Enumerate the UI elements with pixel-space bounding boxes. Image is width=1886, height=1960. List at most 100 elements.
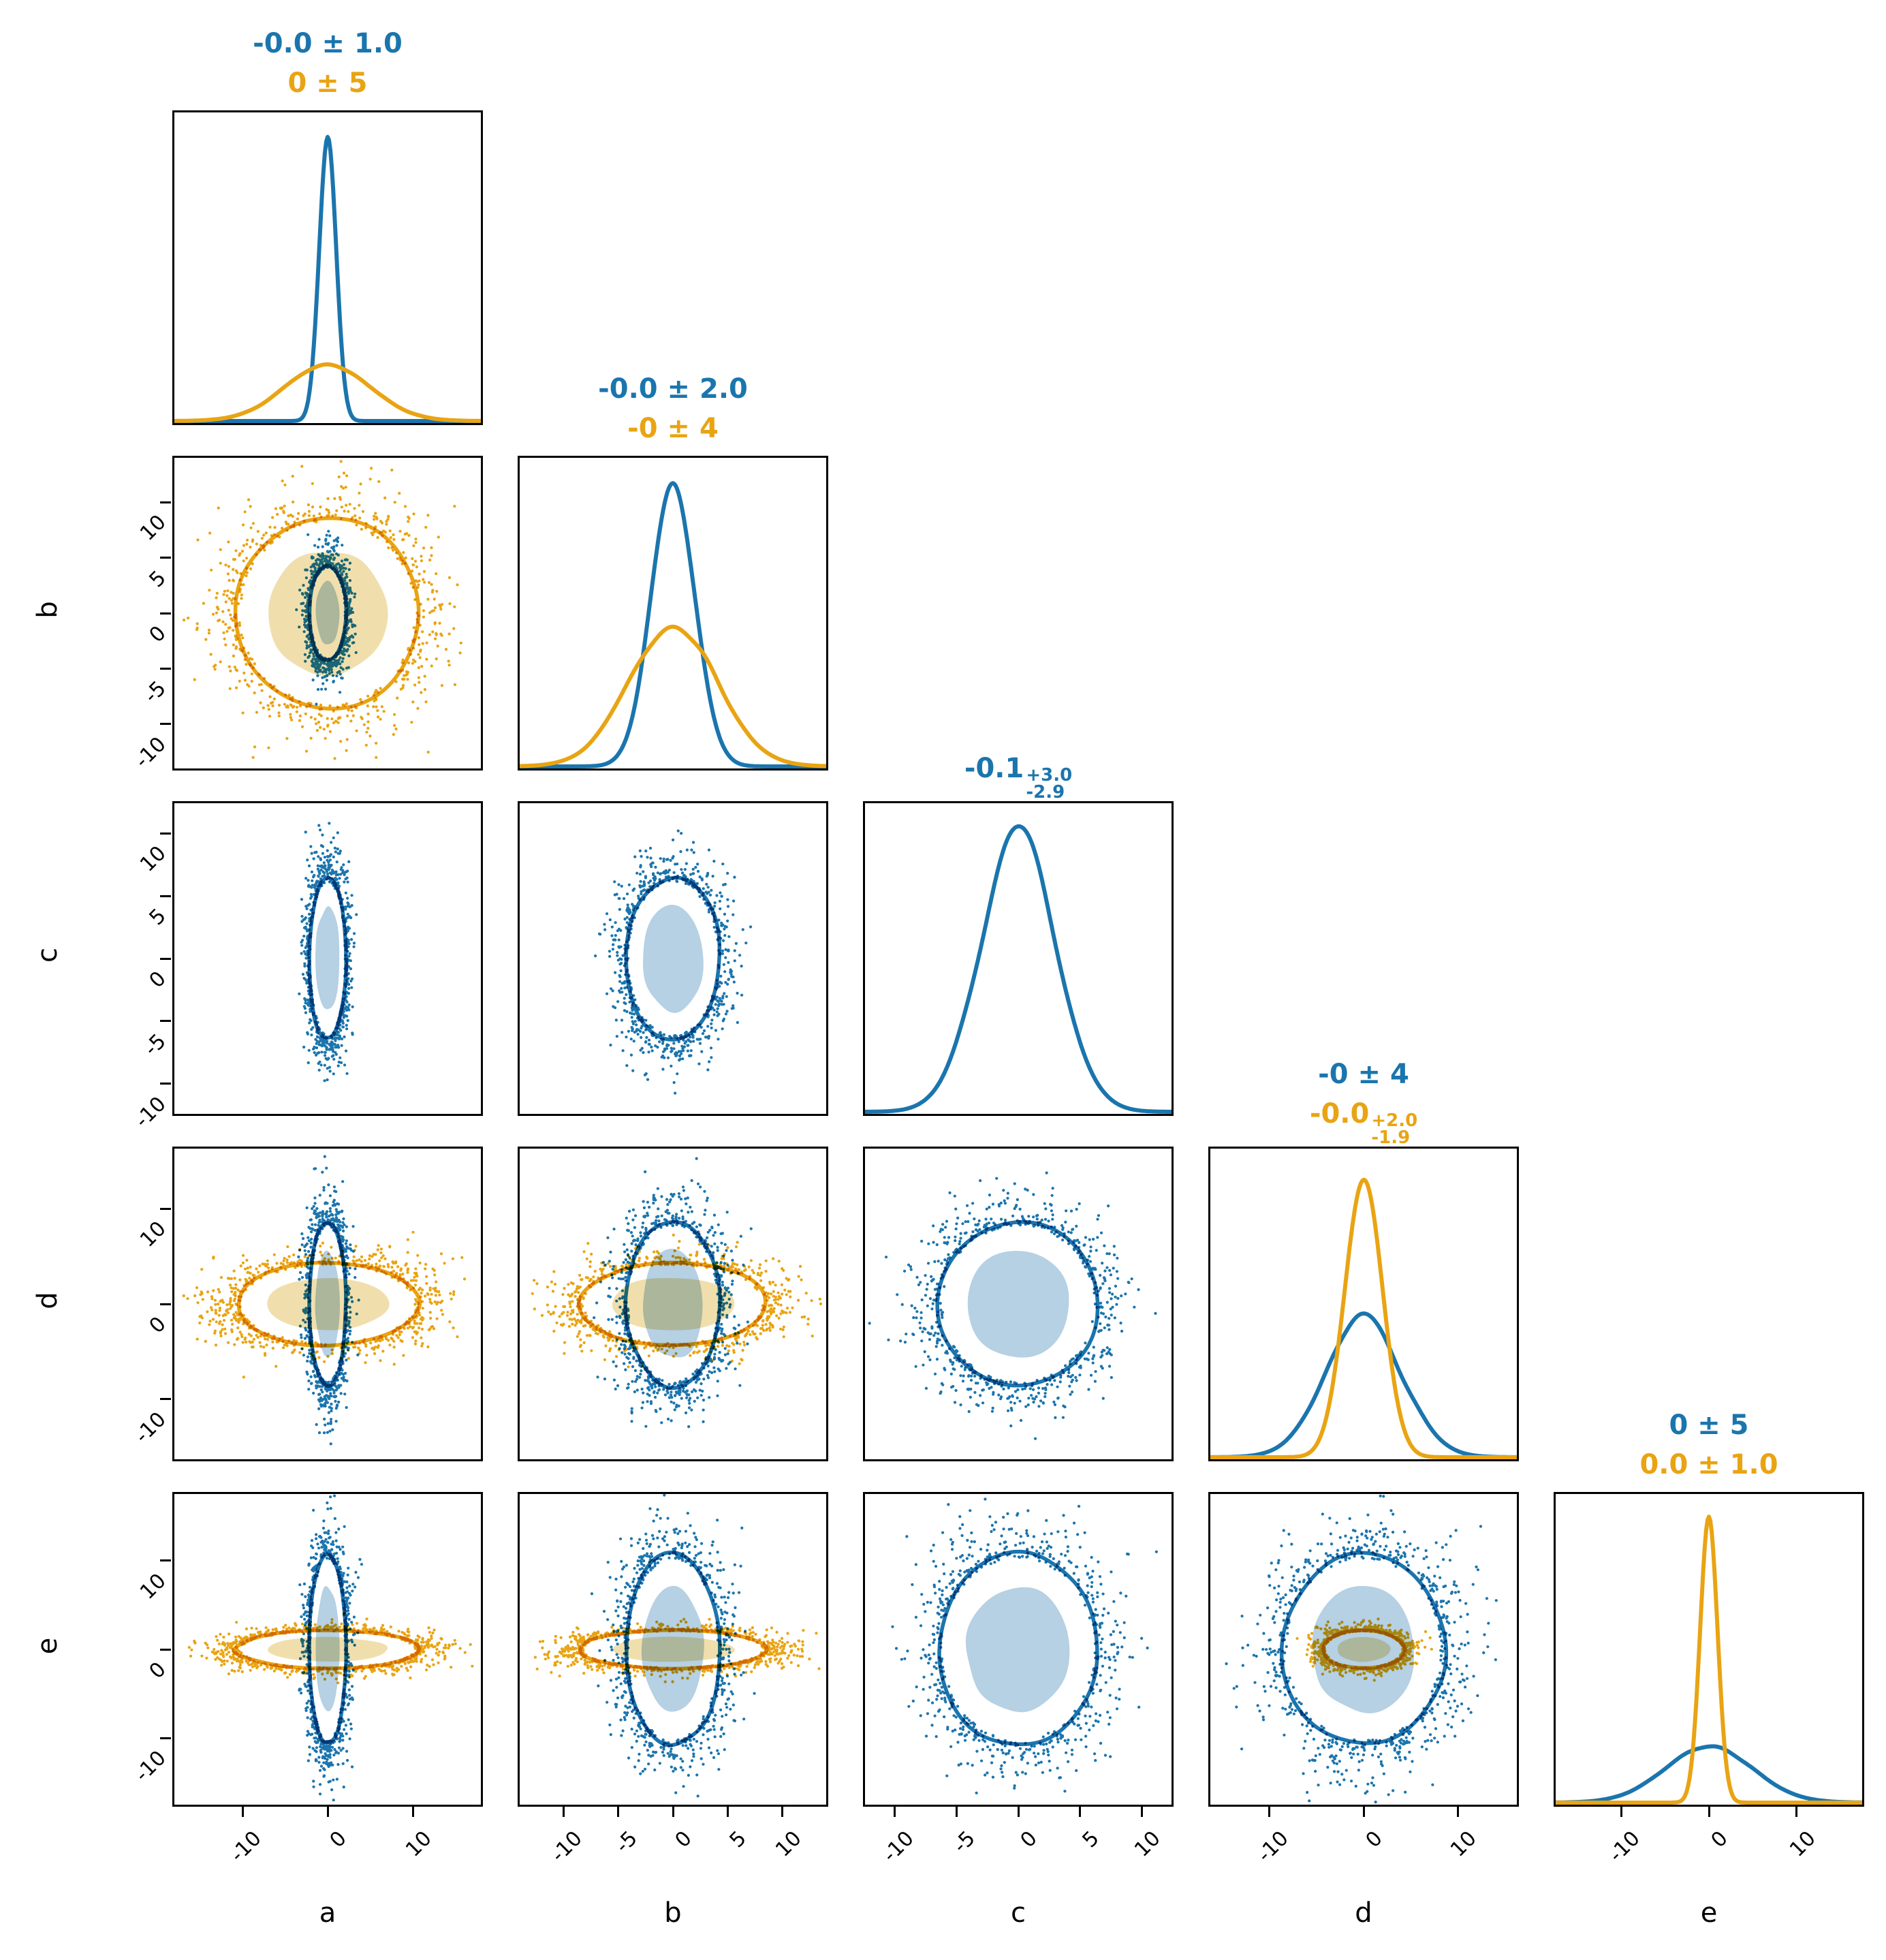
y-tick-mark-b [160,667,171,670]
panel-canvas-d-d [1210,1177,1517,1459]
scatter-points-orange [1295,1617,1433,1682]
axis-label-y-d: d [32,1292,63,1309]
contour-fill-blue [967,1251,1069,1358]
x-tick-mark-a [326,1806,329,1817]
title-main: -0.0 ± 1.0 [253,28,403,59]
y-tick-label-d: -10 [130,1407,171,1448]
x-tick-mark-d [1456,1806,1459,1817]
contour-line-blue [1279,1551,1449,1745]
x-tick-mark-e [1795,1806,1798,1817]
scatter-points-blue [1225,1494,1498,1804]
title-main: -0.0 ± 2.0 [598,373,748,405]
panel-canvas-d-b [531,1157,823,1429]
title-a-blue: -0.0 ± 1.0 [174,24,481,63]
x-tick-mark-a [241,1806,244,1817]
title-d-blue: -0 ± 4 [1210,1055,1517,1094]
panel-b-a [172,456,483,771]
y-tick-label-c: 5 [144,904,171,931]
y-tick-mark-d [160,1303,171,1305]
x-tick-mark-c [1017,1806,1020,1817]
scatter-points-orange [182,460,462,760]
x-tick-label-a: 0 [325,1826,351,1853]
density-curve-blue [1556,1744,1862,1805]
contour-fill-blue [1312,1586,1414,1713]
x-tick-label-e: -10 [1604,1826,1646,1867]
contour-fill-blue [315,580,340,644]
x-tick-label-c: -10 [877,1826,919,1867]
y-tick-mark-b [160,612,171,615]
panel-canvas-e-b [533,1494,821,1798]
panel-e-e [1554,1492,1864,1807]
panel-canvas-b-a [182,460,462,760]
y-tick-label-c: 10 [135,841,171,877]
panel-canvas-c-c [865,824,1172,1114]
title-e-orange: 0.0 ± 1.0 [1556,1445,1862,1484]
contour-fill-blue [315,1250,340,1357]
panel-canvas-b-b [520,481,826,768]
title-sub: -1.9 [1371,1127,1411,1148]
title-main: -0.0 [1309,1098,1370,1130]
x-tick-mark-b [726,1806,729,1817]
x-tick-label-d: 10 [1446,1826,1481,1862]
y-tick-mark-c [160,957,171,960]
x-tick-mark-b [672,1806,674,1817]
y-tick-mark-c [160,895,171,897]
y-tick-mark-c [160,832,171,835]
y-tick-mark-b [160,501,171,503]
axis-label-x-b: b [664,1897,682,1929]
panel-canvas-e-d [1225,1494,1498,1804]
density-curve-blue [520,481,826,768]
y-tick-label-e: -10 [130,1746,171,1787]
contour-fill-blue [315,1586,340,1711]
y-tick-mark-c [160,1020,171,1023]
x-tick-label-b: -5 [610,1826,642,1858]
title-main: -0 ± 4 [1318,1059,1409,1090]
y-tick-mark-e [160,1648,171,1651]
x-tick-label-a: 10 [400,1826,437,1862]
panel-e-a [172,1492,483,1807]
panel-a-a [172,110,483,425]
x-tick-label-b: 0 [670,1826,697,1853]
y-tick-mark-d [160,1207,171,1210]
y-tick-mark-b [160,723,171,726]
panel-canvas-a-a [174,135,481,423]
panel-e-c [863,1492,1174,1807]
x-tick-mark-e [1708,1806,1710,1817]
scatter-points-blue [593,1157,753,1429]
title-b-orange: -0 ± 4 [520,409,826,448]
y-tick-label-b: -10 [130,732,171,773]
scatter-points-blue [298,822,358,1083]
panel-b-b [518,456,828,771]
y-tick-mark-b [160,557,171,559]
title-d-orange: -0.0 +2.0 -1.9 [1210,1094,1517,1147]
title-block-e: 0 ± 5 0.0 ± 1.0 [1556,1405,1862,1484]
title-main: 0.0 ± 1.0 [1639,1449,1778,1480]
axis-label-x-c: c [1011,1897,1026,1929]
y-tick-label-b: 0 [144,621,171,648]
y-tick-label-c: -5 [139,1029,171,1061]
panel-c-a [172,801,483,1116]
x-tick-mark-b [617,1806,620,1817]
x-tick-label-d: -10 [1253,1826,1293,1867]
scatter-points-blue [891,1497,1158,1794]
title-sub: -2.9 [1026,782,1065,803]
y-tick-label-c: 0 [144,967,171,993]
scatter-points-blue [868,1171,1157,1440]
panel-canvas-c-b [594,829,753,1095]
y-tick-label-d: 0 [144,1312,171,1339]
title-main: -0 ± 4 [627,413,719,444]
y-tick-mark-e [160,1737,171,1739]
axis-label-y-b: b [32,601,63,619]
y-tick-label-c: -10 [130,1091,171,1133]
density-curve-blue [1210,1311,1517,1459]
x-tick-label-b: -10 [546,1826,588,1867]
x-tick-mark-c [1140,1806,1143,1817]
x-tick-mark-e [1620,1806,1622,1817]
density-curve-blue [174,135,481,423]
contour-fill-blue [643,1248,703,1358]
contour-line-blue [935,1219,1100,1388]
contour-fill-blue [315,906,340,1010]
panel-d-c [863,1147,1174,1461]
density-curve-orange [1210,1177,1517,1459]
title-uncertainty-stack: +2.0 -1.9 [1371,1112,1417,1148]
